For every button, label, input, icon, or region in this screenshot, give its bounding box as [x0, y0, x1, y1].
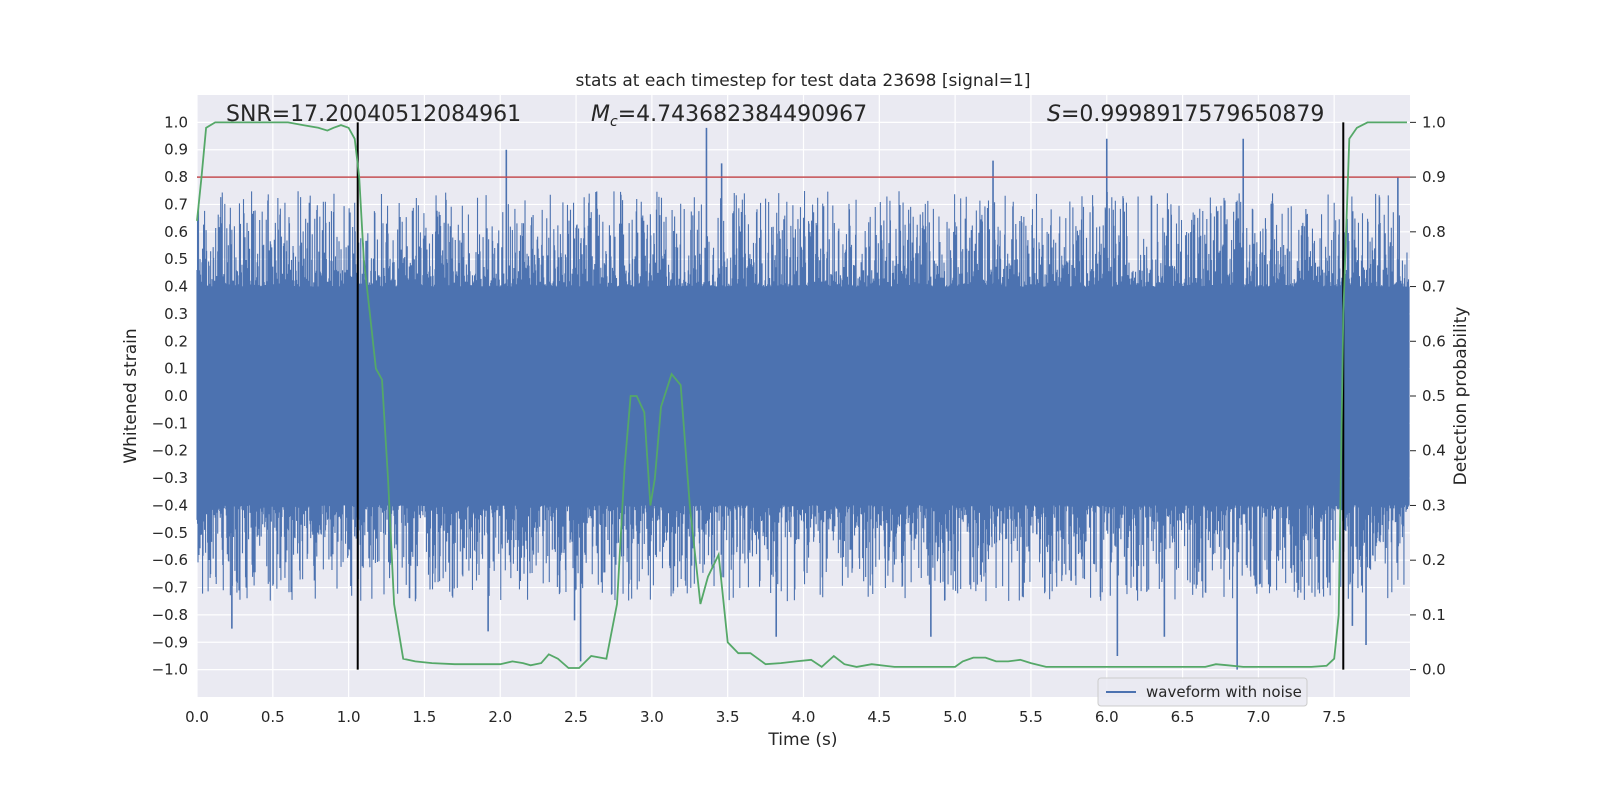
- y-tick-label: −0.9: [152, 633, 188, 651]
- y-tick-label: 1.0: [164, 113, 188, 131]
- y-tick-label: −0.7: [152, 579, 188, 597]
- y-axis-right-label: Detection probability: [1451, 307, 1471, 486]
- x-axis-ticks: 0.0 0.5 1.0 1.5 2.0 2.5 3.0 3.5 4.0 4.5 5.0 5.5 6.0 6…: [185, 708, 1346, 726]
- y-right-tick-label: 0.2: [1422, 551, 1446, 569]
- score-symbol: S: [1047, 102, 1061, 127]
- waveform-core-band: [197, 292, 1410, 500]
- detection-probability-line: [196, 121, 1407, 669]
- chirp-mass-value: =4.743682384490967: [618, 102, 867, 127]
- y-tick-label: 0.7: [164, 195, 188, 213]
- y-right-tick-label: 0.0: [1422, 661, 1446, 679]
- x-tick-label: 4.0: [792, 708, 816, 726]
- y-right-tick-label: 0.9: [1422, 168, 1446, 186]
- legend: waveform with noise: [1097, 677, 1308, 707]
- x-tick-label: 5.0: [943, 708, 967, 726]
- y-right-tick-label: 0.1: [1422, 606, 1446, 624]
- y-tick-label: 0.1: [164, 360, 188, 378]
- snr-annotation: SNR=17.20040512084961: [226, 102, 521, 127]
- y-tick-label: −0.5: [152, 524, 188, 542]
- x-tick-label: 3.0: [640, 708, 664, 726]
- y-tick-label: −1.0: [152, 661, 188, 679]
- y-tick-label: 0.0: [164, 387, 188, 405]
- chirp-mass-annotation: Mc=4.743682384490967: [591, 102, 867, 130]
- y-right-tick-label: 0.4: [1422, 442, 1446, 460]
- x-tick-label: 3.5: [716, 708, 740, 726]
- y-right-tick-label: 0.5: [1422, 387, 1446, 405]
- y-tick-label: −0.6: [152, 551, 188, 569]
- x-tick-label: 5.5: [1019, 708, 1043, 726]
- x-tick-label: 7.5: [1322, 708, 1346, 726]
- legend-label: waveform with noise: [1146, 683, 1302, 701]
- x-tick-label: 6.5: [1171, 708, 1195, 726]
- chart-title: stats at each timestep for test data 236…: [576, 71, 1031, 91]
- y-axis-right-ticks: 1.0 0.9 0.8 0.7 0.6 0.5 0.4 0.3 0.2 0.1 0.0: [1410, 113, 1446, 679]
- x-tick-label: 2.5: [564, 708, 588, 726]
- x-tick-label: 4.5: [867, 708, 891, 726]
- score-annotation: S=0.9998917579650879: [1047, 102, 1324, 127]
- score-value: =0.9998917579650879: [1061, 102, 1324, 127]
- x-tick-label: 1.5: [413, 708, 437, 726]
- y-tick-label: 0.2: [164, 332, 188, 350]
- y-right-tick-label: 0.3: [1422, 496, 1446, 514]
- y-tick-label: −0.4: [152, 496, 188, 514]
- x-tick-label: 2.0: [488, 708, 512, 726]
- y-tick-label: 0.8: [164, 168, 188, 186]
- waveform-series: [196, 127, 1410, 670]
- x-tick-label: 1.0: [337, 708, 361, 726]
- y-tick-label: −0.8: [152, 606, 188, 624]
- x-axis-label: Time (s): [767, 730, 837, 750]
- y-tick-label: 0.9: [164, 141, 188, 159]
- vertical-markers: [356, 122, 1345, 670]
- y-tick-label: 0.4: [164, 278, 188, 296]
- x-tick-label: 6.0: [1095, 708, 1119, 726]
- x-tick-label: 0.5: [261, 708, 285, 726]
- legend-box: [1097, 677, 1308, 707]
- y-tick-label: −0.1: [152, 414, 188, 432]
- y-axis-ticks: 1.0 0.9 0.8 0.7 0.6 0.5 0.4 0.3 0.2 0.1 0.0 −0.1 −0.…: [152, 113, 188, 678]
- y-axis-label: Whitened strain: [121, 328, 141, 463]
- y-right-tick-label: 1.0: [1422, 113, 1446, 131]
- x-tick-label: 7.0: [1246, 708, 1270, 726]
- y-right-tick-label: 0.8: [1422, 223, 1446, 241]
- y-tick-label: −0.3: [152, 469, 188, 487]
- y-tick-label: −0.2: [152, 442, 188, 460]
- y-tick-label: 0.6: [164, 223, 188, 241]
- y-right-tick-label: 0.7: [1422, 278, 1446, 296]
- y-tick-label: 0.3: [164, 305, 188, 323]
- y-tick-label: 0.5: [164, 250, 188, 268]
- chirp-mass-subscript: c: [610, 114, 618, 130]
- y-right-tick-label: 0.6: [1422, 332, 1446, 350]
- chirp-mass-symbol: M: [591, 102, 610, 127]
- x-tick-label: 0.0: [185, 708, 209, 726]
